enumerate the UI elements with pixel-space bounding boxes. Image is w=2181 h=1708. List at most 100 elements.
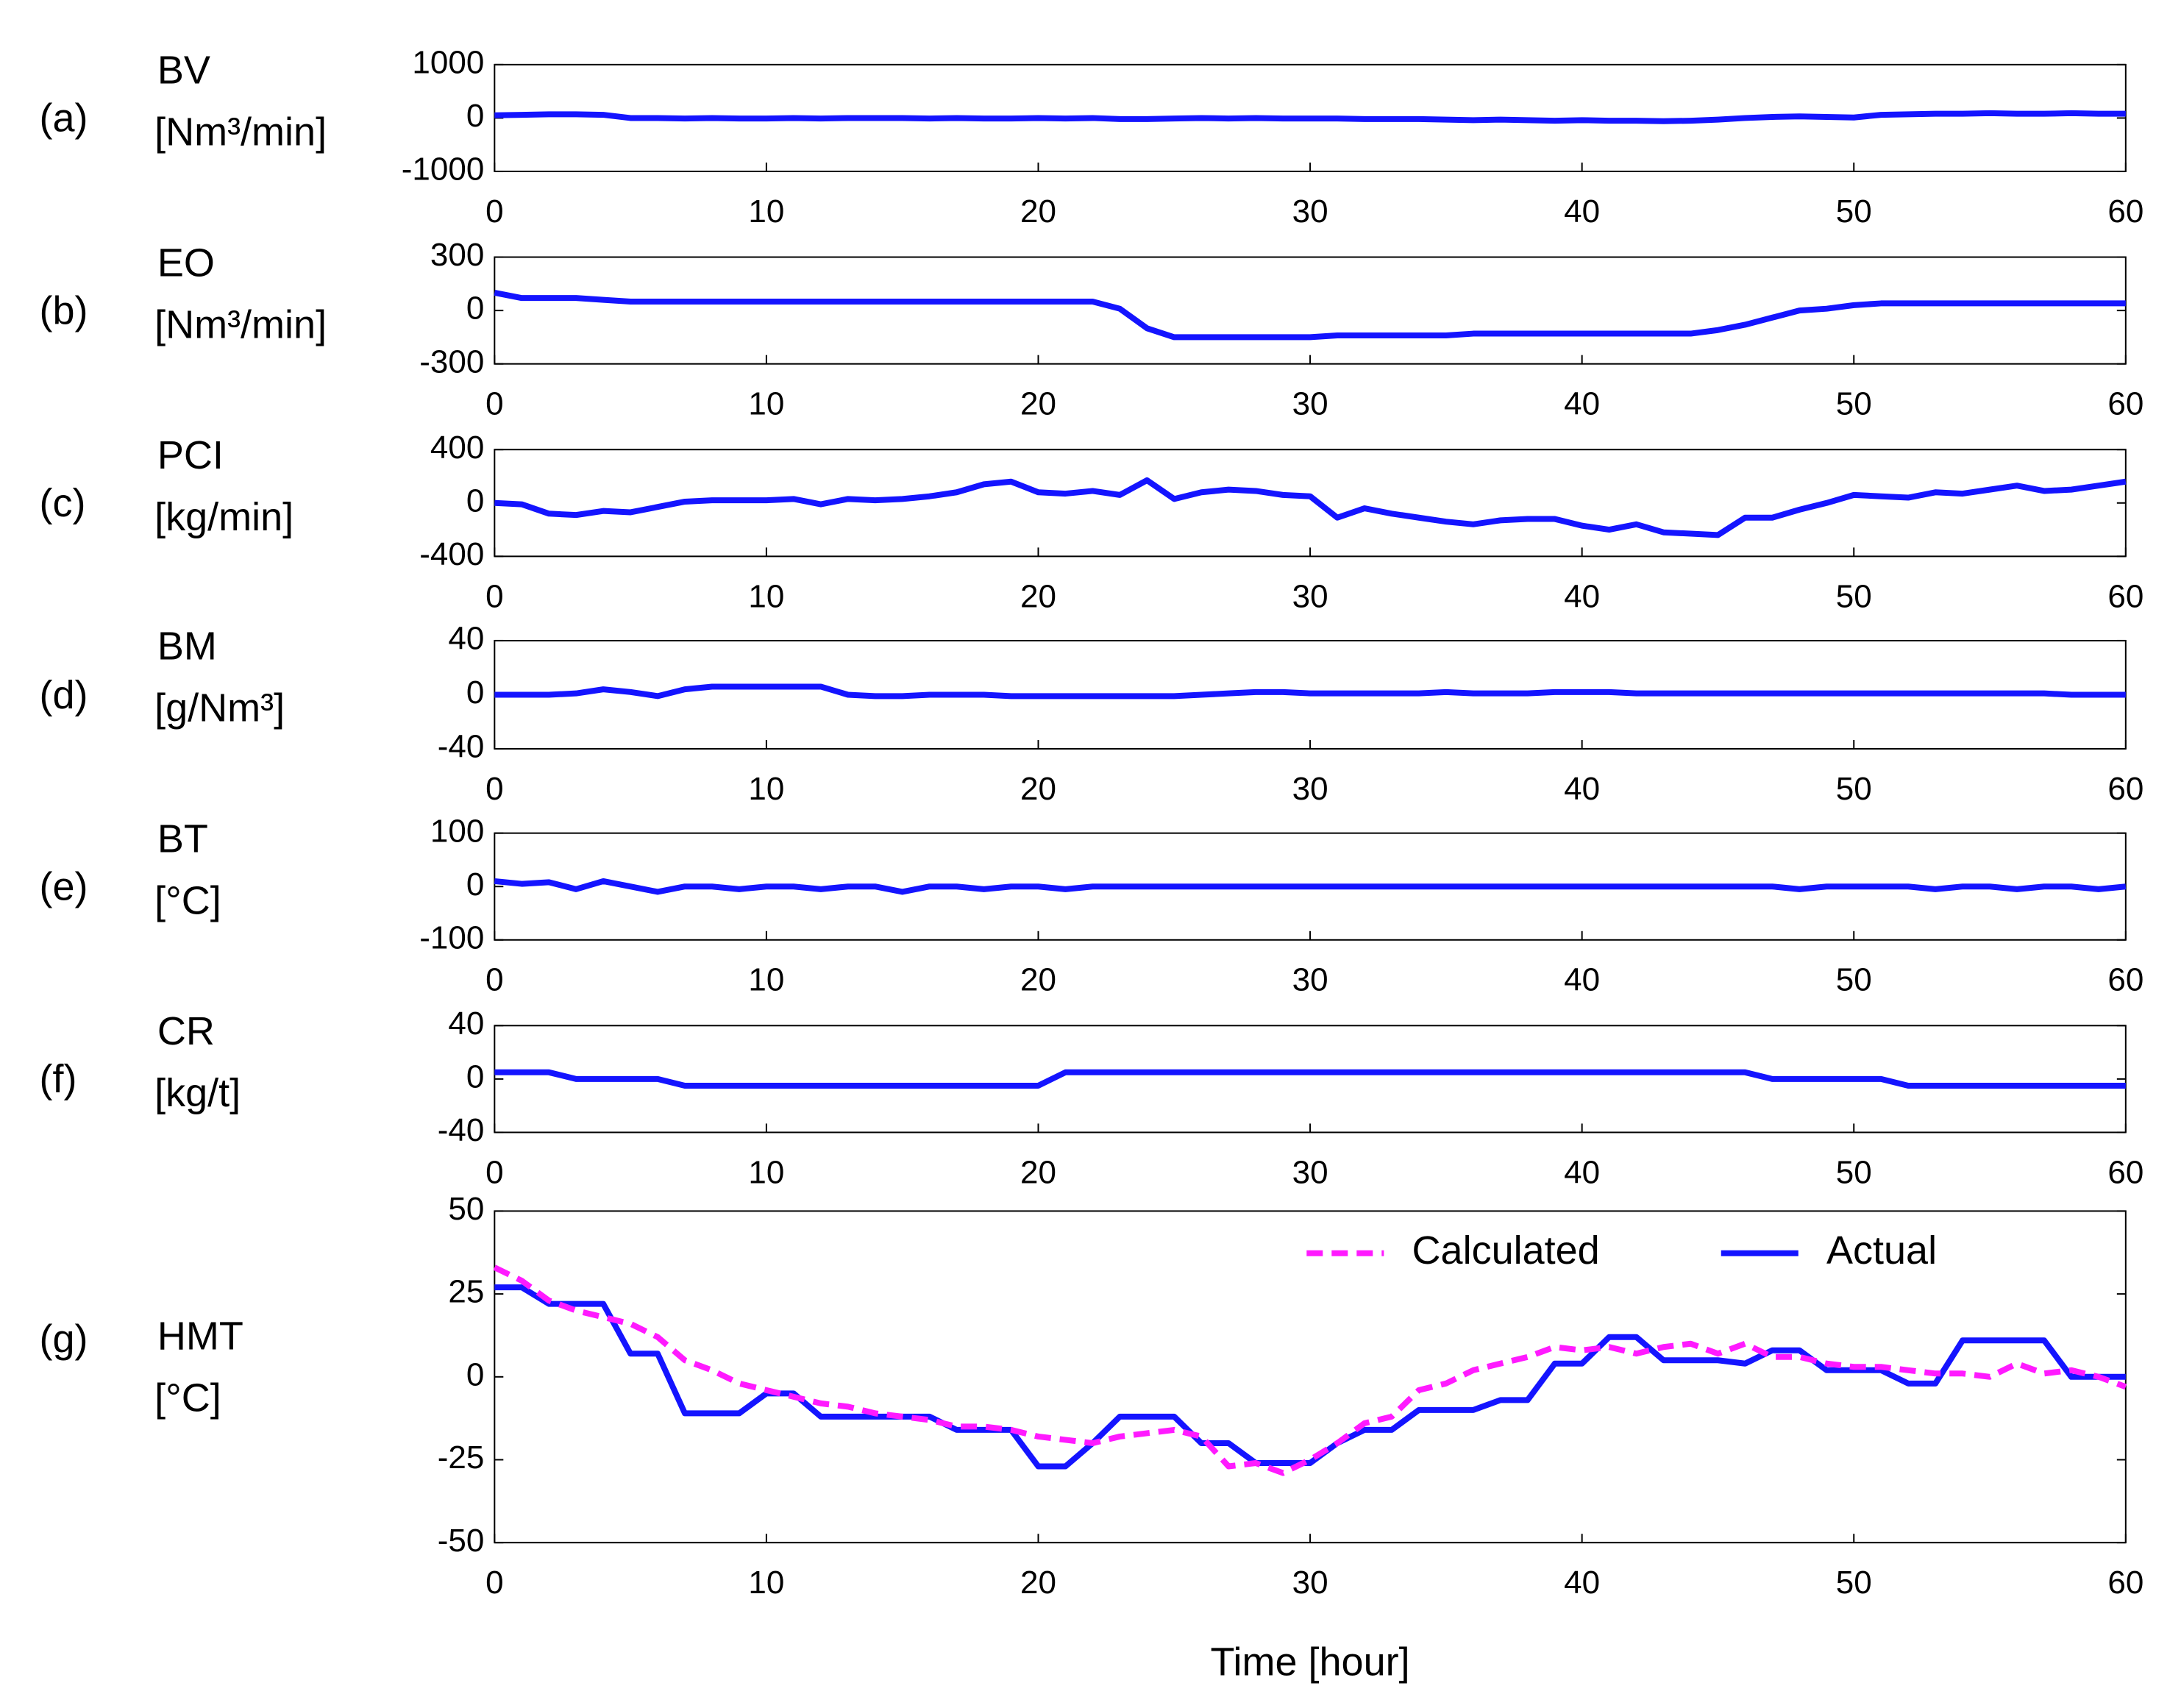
- y-tick-label: 0: [466, 291, 484, 327]
- y-tick-label: 100: [430, 813, 484, 849]
- x-tick-label: 40: [1564, 193, 1600, 229]
- y-label-unit: [kg/min]: [154, 495, 293, 539]
- y-tick-label: 0: [466, 1356, 484, 1392]
- data-line: [494, 1069, 2126, 1089]
- x-tick-label: 60: [2107, 386, 2143, 422]
- x-tick-label: 60: [2107, 962, 2143, 998]
- panel-label: (b): [39, 288, 88, 332]
- x-tick-label: 30: [1292, 193, 1328, 229]
- x-tick-label: 20: [1020, 962, 1056, 998]
- x-tick-label: 0: [485, 1565, 503, 1601]
- y-label: PCI: [157, 433, 224, 477]
- y-label: CR: [157, 1009, 215, 1053]
- x-tick-label: 60: [2107, 193, 2143, 229]
- plot-frame: [494, 256, 2127, 365]
- x-tick-label: 10: [748, 193, 784, 229]
- y-tick-label: 0: [466, 483, 484, 519]
- y-label: EO: [157, 241, 215, 285]
- x-tick-label: 10: [748, 1154, 784, 1190]
- x-tick-label: 50: [1836, 771, 1872, 807]
- x-tick-label: 50: [1836, 962, 1872, 998]
- x-tick-label: 40: [1564, 578, 1600, 614]
- x-tick-label: 20: [1020, 1565, 1056, 1601]
- x-tick-label: 60: [2107, 1565, 2143, 1601]
- data-line: [494, 110, 2126, 124]
- x-tick-label: 20: [1020, 386, 1056, 422]
- x-tick-label: 0: [485, 578, 503, 614]
- x-tick-label: 0: [485, 193, 503, 229]
- panel-label: (c): [39, 481, 85, 525]
- x-tick-label: 30: [1292, 1565, 1328, 1601]
- y-tick-label: 40: [448, 1006, 484, 1042]
- x-tick-label: 0: [485, 386, 503, 422]
- x-tick-label: 0: [485, 962, 503, 998]
- data-line: [493, 1264, 2127, 1476]
- y-tick-label: 300: [430, 237, 484, 273]
- y-label: HMT: [157, 1314, 243, 1358]
- legend-label: Actual: [1826, 1228, 1937, 1273]
- y-tick-label: 40: [448, 621, 484, 657]
- x-tick-label: 50: [1836, 1565, 1872, 1601]
- panel-label: (f): [39, 1057, 77, 1101]
- x-tick-label: 10: [748, 771, 784, 807]
- x-tick-label: 60: [2107, 1154, 2143, 1190]
- y-tick-label: -50: [438, 1523, 485, 1559]
- y-label-unit: [kg/t]: [154, 1071, 241, 1115]
- x-tick-label: 0: [485, 1154, 503, 1190]
- y-tick-label: 0: [466, 98, 484, 134]
- x-tick-label: 30: [1292, 962, 1328, 998]
- y-label-unit: [°C]: [154, 1376, 221, 1420]
- x-tick-label: 40: [1564, 1154, 1600, 1190]
- y-label: BT: [157, 816, 208, 861]
- y-tick-label: -1000: [402, 152, 485, 188]
- y-tick-label: 0: [466, 675, 484, 711]
- y-tick-label: 0: [466, 1059, 484, 1095]
- data-line: [494, 477, 2127, 538]
- y-tick-label: -25: [438, 1440, 485, 1476]
- x-tick-label: 0: [485, 771, 503, 807]
- data-line: [494, 878, 2127, 895]
- panel-label: (g): [39, 1317, 88, 1361]
- y-tick-label: 400: [430, 430, 484, 466]
- x-tick-label: 10: [748, 386, 784, 422]
- panel-label: (e): [39, 864, 88, 908]
- y-tick-label: -300: [419, 344, 484, 380]
- y-tick-label: 25: [448, 1274, 484, 1310]
- x-tick-label: 30: [1292, 1154, 1328, 1190]
- x-tick-label: 30: [1292, 386, 1328, 422]
- x-tick-label: 20: [1020, 193, 1056, 229]
- x-tick-label: 40: [1564, 386, 1600, 422]
- x-label: Time [hour]: [1211, 1640, 1410, 1684]
- data-line: [494, 683, 2126, 700]
- panel-label: (d): [39, 673, 88, 717]
- x-tick-label: 50: [1836, 193, 1872, 229]
- x-tick-label: 10: [748, 1565, 784, 1601]
- x-tick-label: 10: [748, 578, 784, 614]
- y-label-unit: [Nm³/min]: [154, 302, 327, 346]
- x-tick-label: 30: [1292, 771, 1328, 807]
- y-tick-label: -400: [419, 536, 484, 572]
- x-tick-label: 60: [2107, 771, 2143, 807]
- y-tick-label: -40: [438, 729, 485, 765]
- y-tick-label: 50: [448, 1191, 484, 1227]
- data-line: [494, 289, 2126, 341]
- y-label: BM: [157, 625, 217, 669]
- x-tick-label: 40: [1564, 1565, 1600, 1601]
- y-label-unit: [°C]: [154, 878, 221, 922]
- y-tick-label: -40: [438, 1112, 485, 1148]
- x-tick-label: 50: [1836, 1154, 1872, 1190]
- x-tick-label: 60: [2107, 578, 2143, 614]
- x-tick-label: 20: [1020, 771, 1056, 807]
- x-tick-label: 50: [1836, 578, 1872, 614]
- x-tick-label: 40: [1564, 771, 1600, 807]
- x-tick-label: 50: [1836, 386, 1872, 422]
- y-tick-label: 1000: [412, 44, 484, 80]
- x-tick-label: 20: [1020, 1154, 1056, 1190]
- x-tick-label: 30: [1292, 578, 1328, 614]
- legend-label: Calculated: [1412, 1228, 1600, 1273]
- panel-label: (a): [39, 96, 88, 140]
- y-tick-label: 0: [466, 867, 484, 903]
- x-tick-label: 20: [1020, 578, 1056, 614]
- y-tick-label: -100: [419, 919, 484, 956]
